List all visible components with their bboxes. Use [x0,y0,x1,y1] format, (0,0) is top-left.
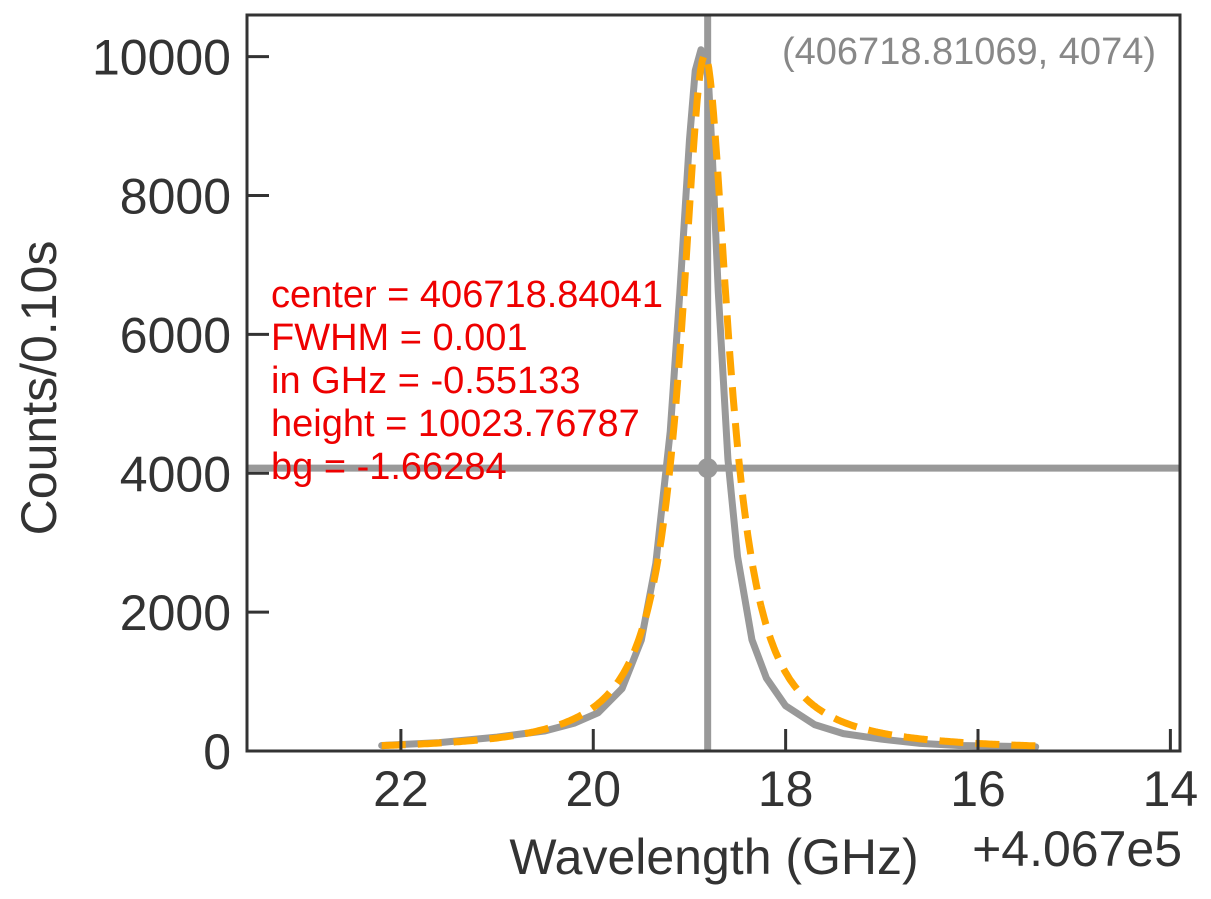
x-axis-offset-label: +4.067e5 [972,821,1182,877]
x-tick-label: 20 [565,761,621,817]
y-tick-label: 2000 [120,585,231,641]
y-axis-label: Counts/0.10s [11,241,67,536]
series-layer [378,46,1040,751]
x-tick-label: 14 [1143,761,1199,817]
y-tick-label: 10000 [92,30,231,86]
fit-annotation-line: bg = -1.66284 [271,446,507,488]
y-tick-label: 8000 [120,169,231,225]
y-axis-ticks: 0 2000 4000 6000 8000 10000 [92,30,269,780]
y-tick-label: 6000 [120,307,231,363]
fit-series-line [379,51,1038,750]
cursor-readout: (406718.81069, 4074) [782,31,1156,73]
fit-annotation-line: FWHM = 0.001 [271,317,528,359]
fit-annotation-line: in GHz = -0.55133 [271,360,580,402]
plot-frame [245,13,1182,753]
fit-annotation-line: height = 10023.76787 [271,403,640,445]
y-tick-label: 0 [203,724,231,780]
cursor-point [697,458,718,479]
x-tick-label: 22 [373,761,429,817]
x-axis-ticks: 22 20 18 16 14 [373,729,1198,817]
x-axis-label: Wavelength (GHz) [509,829,918,885]
y-tick-label: 4000 [120,446,231,502]
x-tick-label: 18 [758,761,814,817]
fit-annotation-line: center = 406718.84041 [271,274,663,316]
cursor-crosshair[interactable] [247,15,1180,751]
x-tick-label: 16 [950,761,1006,817]
